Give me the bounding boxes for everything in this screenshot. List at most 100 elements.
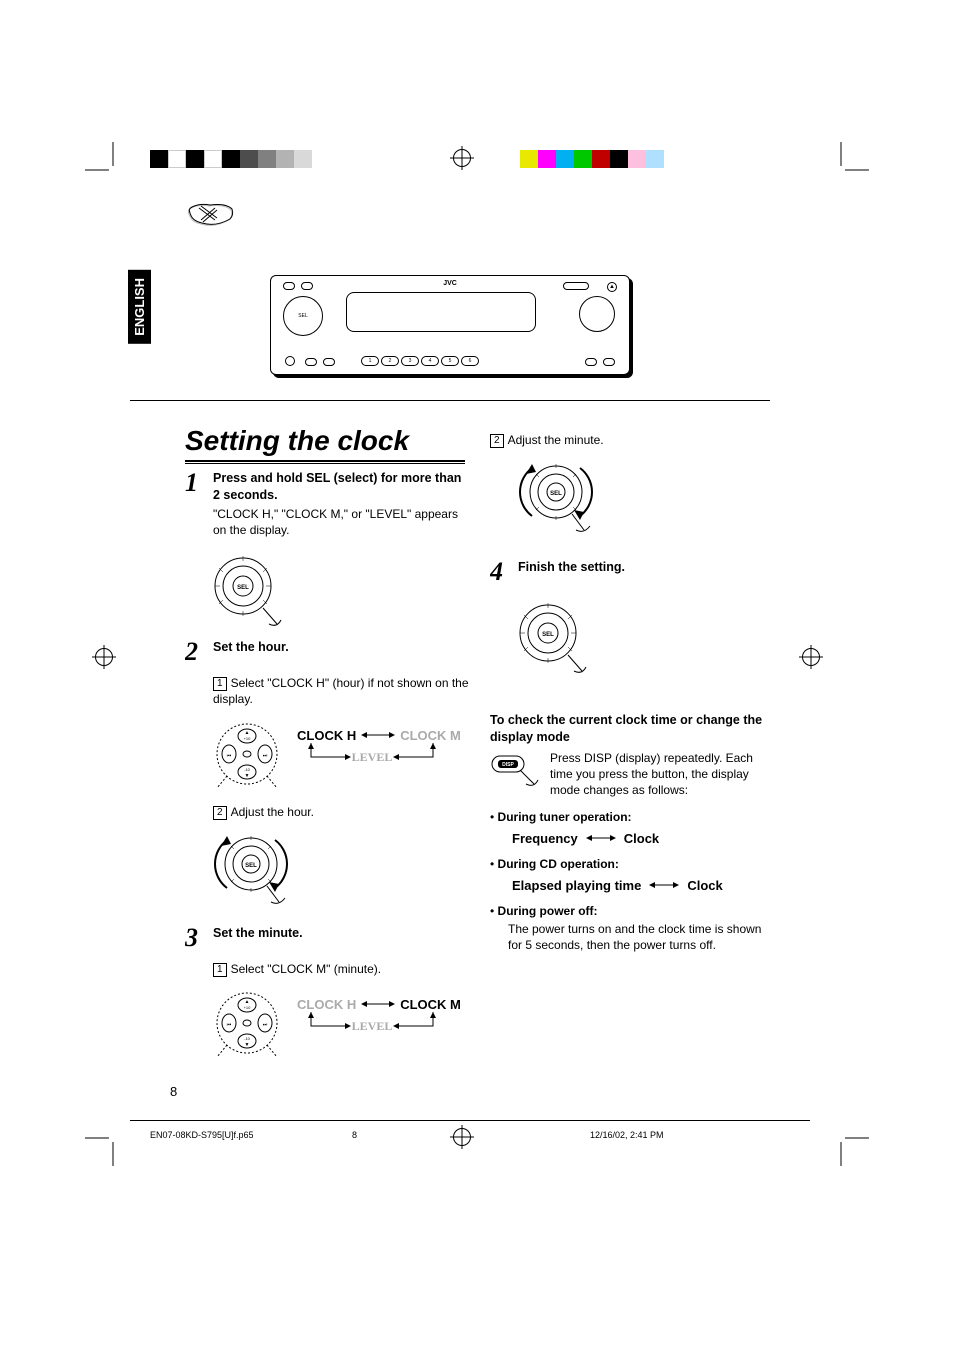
- svg-text:SEL: SEL: [237, 585, 249, 591]
- svg-text:⏭: ⏭: [263, 753, 268, 759]
- mode-toggle-cd: Elapsed playing time Clock: [512, 878, 775, 893]
- svg-text:LEVEL: LEVEL: [352, 1019, 393, 1033]
- step-3: 3 Set the minute.: [185, 925, 470, 951]
- svg-text:-10: -10: [244, 767, 251, 772]
- page-number: 8: [170, 1084, 177, 1099]
- svg-text:⏮: ⏮: [227, 753, 232, 759]
- svg-text:▼: ▼: [245, 1042, 250, 1048]
- mode-a: Elapsed playing time: [512, 878, 641, 893]
- bullet-tuner: During tuner operation:: [490, 809, 775, 825]
- language-tab: ENGLISH: [128, 270, 151, 344]
- substep-text: Adjust the minute.: [508, 433, 604, 447]
- substep: 1Select "CLOCK H" (hour) if not shown on…: [213, 675, 470, 707]
- svg-text:SEL: SEL: [245, 863, 257, 869]
- cycle-clock-h: CLOCK H: [297, 728, 356, 743]
- crop-mark-tr: [829, 142, 869, 182]
- device-small-btn: [563, 282, 589, 290]
- step-heading: Finish the setting.: [518, 559, 775, 576]
- step-4: 4 Finish the setting.: [490, 559, 775, 585]
- registration-mark-left: [95, 648, 113, 666]
- svg-text:⏮: ⏮: [227, 1022, 232, 1028]
- sel-dial-rotate-icon: SEL: [514, 454, 604, 544]
- control-pad-icon: [579, 296, 615, 332]
- registration-mark-right: [802, 648, 820, 666]
- svg-text:LEVEL: LEVEL: [352, 750, 393, 764]
- check-heading: To check the current clock time or chang…: [490, 712, 775, 746]
- device-small-btn: [585, 358, 597, 366]
- substep: 2 Adjust the minute.: [490, 432, 775, 448]
- preset-button: 3: [401, 356, 419, 366]
- registration-mark-bottom: [453, 1128, 471, 1146]
- cycle-clock-h: CLOCK H: [297, 997, 356, 1012]
- preset-button: 1: [361, 356, 379, 366]
- crop-mark-bl: [85, 1126, 125, 1166]
- disp-button-icon: DISP: [490, 752, 540, 792]
- cycle-clock-m: CLOCK M: [400, 728, 461, 743]
- step-number: 1: [185, 470, 207, 496]
- step-text: "CLOCK H," "CLOCK M," or "LEVEL" appears…: [213, 506, 470, 538]
- substep-number: 1: [213, 677, 227, 691]
- cycle-diagram-hour: CLOCK H CLOCK M: [297, 728, 461, 743]
- device-aux-btn: [285, 356, 295, 366]
- cycle-diagram-minute: CLOCK H CLOCK M: [297, 997, 461, 1012]
- preset-button: 6: [461, 356, 479, 366]
- step-heading: Set the minute.: [213, 925, 470, 942]
- sel-dial-rotate-icon: SEL: [209, 826, 299, 916]
- footer-divider: [130, 1120, 810, 1121]
- double-arrow-icon: [586, 833, 616, 843]
- step-2: 2 Set the hour.: [185, 639, 470, 665]
- crop-mark-br: [829, 1126, 869, 1166]
- svg-text:+10: +10: [244, 736, 252, 741]
- mode-b: Clock: [687, 878, 722, 893]
- mode-a: Frequency: [512, 831, 578, 846]
- step-number: 2: [185, 639, 207, 665]
- sel-knob-icon: [283, 296, 323, 336]
- device-display: [346, 292, 536, 332]
- cycle-lower-arrows-icon: LEVEL: [297, 1012, 447, 1036]
- preset-button: 5: [441, 356, 459, 366]
- sel-dial-press-icon: SEL: [209, 554, 289, 630]
- substep: 1 Select "CLOCK M" (minute).: [213, 961, 470, 977]
- preset-button: 4: [421, 356, 439, 366]
- step-heading: Set the hour.: [213, 639, 470, 656]
- control-pad-icon: ▲+10 -10▼ ⏮ ⏭: [213, 989, 287, 1063]
- substep-text: Select "CLOCK M" (minute).: [231, 962, 382, 976]
- divider-line: [130, 400, 770, 401]
- double-arrow-icon: [361, 730, 395, 740]
- step-1: 1 Press and hold SEL (select) for more t…: [185, 470, 470, 538]
- substep-text: Adjust the hour.: [231, 805, 314, 819]
- calibration-bar-left: [150, 150, 330, 168]
- tools-icon: [185, 200, 235, 234]
- footer-page: 8: [352, 1130, 357, 1140]
- section-underline: [185, 460, 465, 464]
- device-small-btn: [305, 358, 317, 366]
- device-small-btn: [323, 358, 335, 366]
- eject-button-icon: ▲: [607, 282, 617, 292]
- section-title: Setting the clock: [185, 425, 409, 457]
- sel-dial-press-icon: SEL: [514, 601, 594, 677]
- substep-number: 2: [213, 806, 227, 820]
- substep: 2 Adjust the hour.: [213, 804, 470, 820]
- footer-filename: EN07-08KD-S795[U]f.p65: [150, 1130, 254, 1140]
- svg-text:-10: -10: [244, 1036, 251, 1041]
- control-pad-icon: ▲+10 -10▼ ⏮ ⏭: [213, 720, 287, 794]
- svg-text:SEL: SEL: [542, 632, 554, 638]
- double-arrow-icon: [361, 999, 395, 1009]
- cycle-lower-arrows-icon: LEVEL: [297, 743, 447, 767]
- device-small-btn: [283, 282, 295, 290]
- footer-date: 12/16/02, 2:41 PM: [590, 1130, 664, 1140]
- left-column: 1 Press and hold SEL (select) for more t…: [185, 470, 470, 1069]
- svg-text:+10: +10: [244, 1005, 252, 1010]
- mode-b: Clock: [624, 831, 659, 846]
- preset-button: 2: [381, 356, 399, 366]
- substep-number: 2: [490, 434, 504, 448]
- registration-mark-top: [453, 149, 471, 167]
- poweroff-text: The power turns on and the clock time is…: [508, 921, 775, 953]
- svg-text:SEL: SEL: [550, 491, 562, 497]
- svg-text:▼: ▼: [245, 773, 250, 779]
- substep-number: 1: [213, 963, 227, 977]
- bullet-cd: During CD operation:: [490, 856, 775, 872]
- cycle-clock-m: CLOCK M: [400, 997, 461, 1012]
- right-column: 2 Adjust the minute. SEL 4 Finish the set…: [490, 428, 775, 953]
- device-small-btn: [603, 358, 615, 366]
